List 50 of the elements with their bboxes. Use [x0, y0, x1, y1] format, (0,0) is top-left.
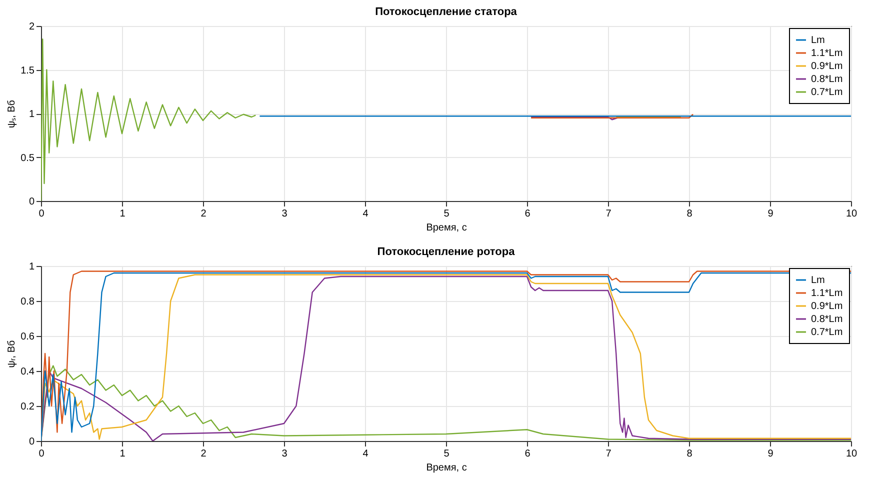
x-tick-label: 3 — [282, 448, 288, 460]
y-tick-label: 1 — [28, 109, 35, 120]
x-tick-label: 4 — [362, 208, 369, 220]
line-series — [41, 38, 256, 201]
legend-label: Lm — [811, 35, 825, 46]
legend-label: Lm — [811, 275, 825, 286]
y-axis-title: ψᵣ, Вб — [6, 340, 18, 368]
y-axis-title: ψₛ, Вб — [6, 100, 18, 128]
y-tick-label: 0.6 — [20, 332, 35, 342]
legend-label: 0.9*Lm — [811, 61, 843, 72]
chart-title: Потокосцепление ротора — [377, 246, 516, 258]
x-tick-label: 7 — [606, 448, 612, 460]
y-tick-label: 1 — [28, 262, 35, 272]
x-tick-label: 6 — [524, 208, 531, 220]
chart-title: Потокосцепление статора — [375, 6, 518, 18]
y-tick-label: 0.5 — [20, 152, 35, 164]
x-tick-label: 6 — [524, 448, 531, 460]
legend-label: 0.8*Lm — [811, 314, 843, 325]
y-tick-label: 0 — [28, 196, 35, 208]
x-tick-label: 3 — [282, 208, 288, 220]
x-tick-label: 8 — [686, 448, 693, 460]
x-tick-label: 10 — [846, 448, 858, 460]
y-tick-label: 0.8 — [20, 296, 35, 308]
x-tick-label: 2 — [200, 208, 207, 220]
y-tick-label: 0.4 — [20, 366, 35, 378]
legend-label: 0.8*Lm — [811, 74, 843, 85]
legend-label: 1.1*Lm — [811, 48, 843, 59]
x-tick-label: 8 — [686, 208, 693, 220]
x-axis-title: Время, с — [426, 462, 467, 474]
y-tick-label: 2 — [28, 22, 35, 32]
x-tick-label: 10 — [846, 208, 858, 220]
legend-label: 0.9*Lm — [811, 301, 843, 312]
y-tick-label: 0 — [28, 436, 35, 448]
legend-label: 0.7*Lm — [811, 327, 843, 338]
x-tick-label: 0 — [38, 208, 45, 220]
x-tick-label: 0 — [38, 448, 45, 460]
x-axis-title: Время, с — [426, 222, 467, 234]
x-tick-label: 5 — [444, 448, 450, 460]
x-tick-label: 1 — [120, 208, 126, 220]
x-tick-label: 7 — [606, 208, 612, 220]
y-tick-label: 0.2 — [20, 402, 35, 412]
y-tick-label: 1.5 — [20, 65, 35, 76]
x-tick-label: 9 — [768, 208, 774, 220]
x-tick-label: 4 — [362, 448, 369, 460]
x-tick-label: 5 — [444, 208, 450, 220]
x-tick-label: 2 — [200, 448, 207, 460]
legend-label: 1.1*Lm — [811, 288, 843, 299]
x-tick-label: 9 — [768, 448, 774, 460]
x-tick-label: 1 — [120, 448, 126, 460]
legend-label: 0.7*Lm — [811, 87, 843, 98]
